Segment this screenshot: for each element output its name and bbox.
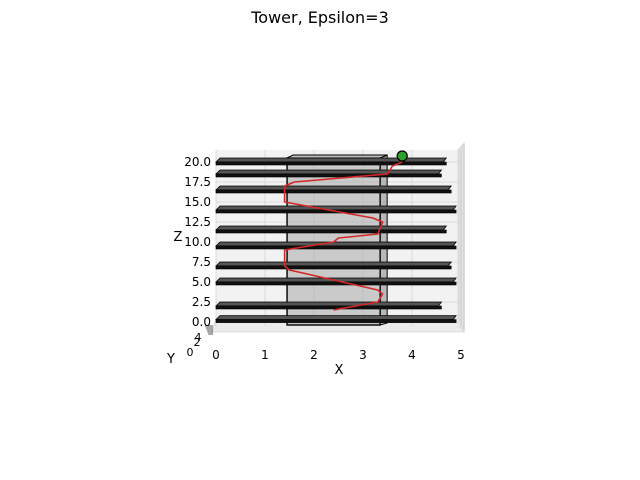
tick-labels: 0 1 2 3 4 50.02.55.07.510.012.515.017.520.002… (184, 155, 465, 362)
platform-slab (215, 173, 442, 178)
platform-slab (215, 161, 447, 166)
z-tick-label: 12.5 (184, 215, 211, 229)
y-axis-label: Y (166, 352, 175, 367)
platform-top (215, 315, 457, 321)
platform-slab (215, 189, 452, 194)
x-tick-label: 2 (310, 348, 318, 362)
platform-slab (215, 319, 457, 323)
chart-title: Tower, Epsilon=3 (251, 8, 389, 27)
y-tick-label: 0 (187, 346, 194, 359)
platform-slab (215, 305, 442, 310)
z-tick-label: 15.0 (184, 195, 211, 209)
x-tick-label: 0 (212, 348, 220, 362)
z-tick-label: 20.0 (184, 155, 211, 169)
x-tick-label: 1 (261, 348, 269, 362)
z-axis-label: Z (174, 230, 183, 245)
goal-marker-group (396, 150, 408, 162)
z-tick-label: 0.0 (192, 315, 211, 329)
platform-slab (215, 245, 457, 250)
z-tick-label: 10.0 (184, 235, 211, 249)
platform-slab (215, 281, 457, 286)
x-axis-label: X (335, 363, 344, 378)
y-tick-label: 4 (195, 331, 202, 344)
goal-marker (396, 150, 408, 162)
y-tick-label: 2 (194, 336, 201, 349)
path-line (283, 161, 403, 311)
z-tick-label: 5.0 (192, 275, 211, 289)
platform-top (215, 157, 448, 163)
column-side-face (379, 154, 388, 326)
z-tick-label: 17.5 (184, 175, 211, 189)
platform-slabs (215, 157, 457, 323)
z-tick-label: 2.5 (192, 295, 211, 309)
x-tick-label: 4 (408, 348, 416, 362)
platform-top (215, 169, 443, 175)
platform-top (215, 185, 453, 191)
x-tick-label: 3 (359, 348, 367, 362)
platform-top (215, 301, 443, 307)
x-tick-label: 5 (457, 348, 465, 362)
platform-top (215, 205, 457, 211)
z-tick-label: 7.5 (192, 255, 211, 269)
platform-slab (215, 229, 447, 234)
platform-slab (215, 265, 452, 270)
path-series (283, 161, 403, 311)
platform-top (215, 241, 457, 247)
platform-top (215, 261, 453, 267)
platform-top (215, 225, 448, 231)
column-top-face (286, 154, 388, 159)
